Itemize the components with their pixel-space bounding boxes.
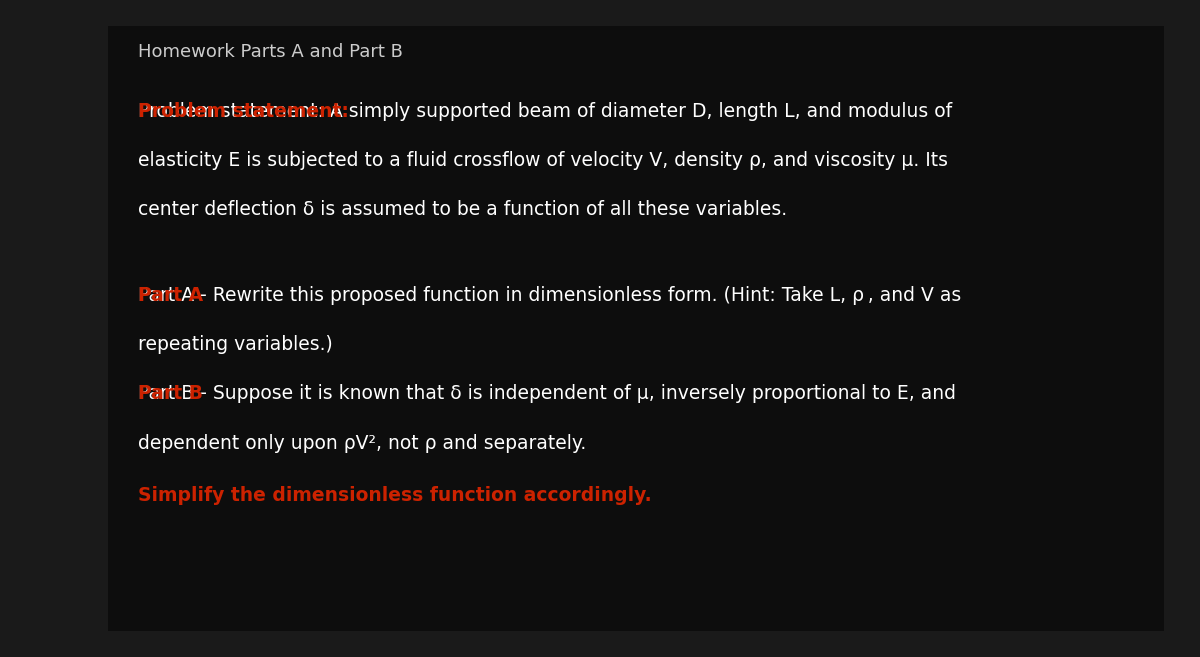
Text: dependent only upon ρV², not ρ and separately.: dependent only upon ρV², not ρ and separ… — [138, 434, 587, 453]
Text: Part B - Suppose it is known that δ is independent of μ, inversely proportional : Part B - Suppose it is known that δ is i… — [138, 384, 956, 403]
Text: Problem statement: A simply supported beam of diameter D, length L, and modulus : Problem statement: A simply supported be… — [138, 102, 952, 121]
Text: Problem statement:: Problem statement: — [138, 102, 349, 121]
Text: elasticity E is subjected to a fluid crossflow of velocity V, density ρ, and vis: elasticity E is subjected to a fluid cro… — [138, 151, 948, 170]
Text: repeating variables.): repeating variables.) — [138, 335, 332, 354]
Text: Part B: Part B — [138, 384, 203, 403]
Text: Part A: Part A — [138, 286, 203, 305]
FancyBboxPatch shape — [108, 26, 1164, 631]
Text: center deflection δ is assumed to be a function of all these variables.: center deflection δ is assumed to be a f… — [138, 200, 787, 219]
Text: Homework Parts A and Part B: Homework Parts A and Part B — [138, 43, 403, 60]
Text: Simplify the dimensionless function accordingly.: Simplify the dimensionless function acco… — [138, 486, 652, 505]
Text: Part A - Rewrite this proposed function in dimensionless form. (Hint: Take L, ρ : Part A - Rewrite this proposed function … — [138, 286, 961, 305]
